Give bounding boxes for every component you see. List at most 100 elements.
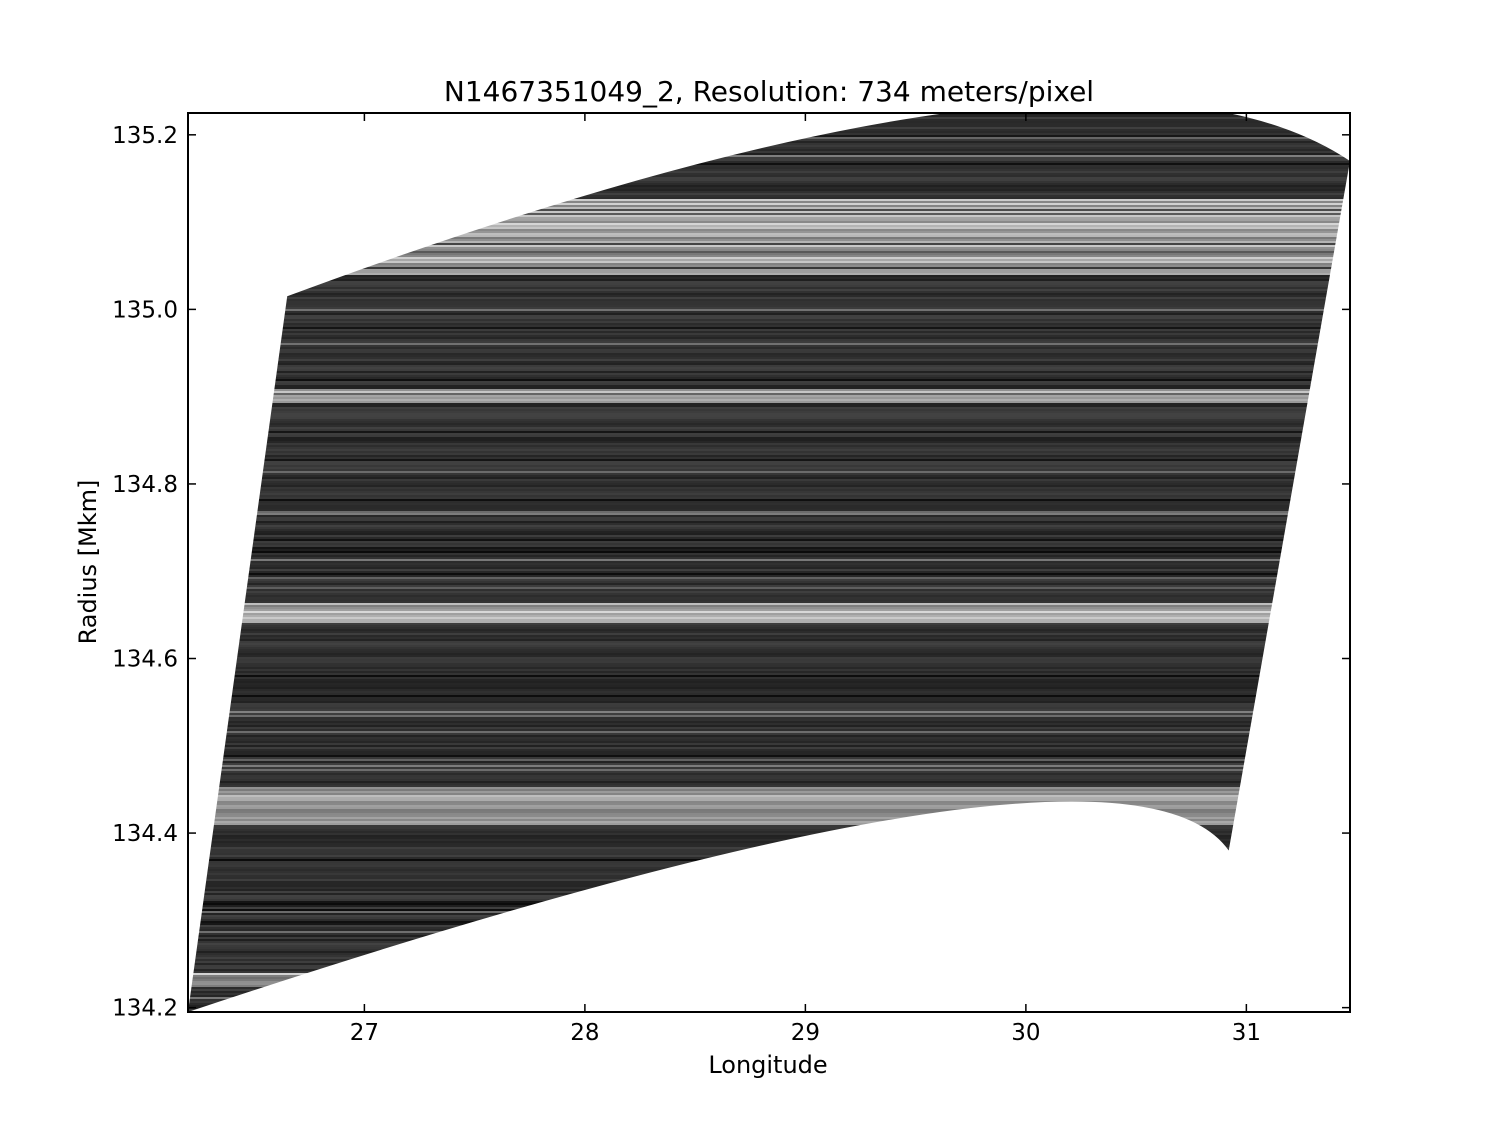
image-row (188, 425, 1350, 427)
image-row (188, 783, 1350, 785)
image-row (188, 369, 1350, 371)
image-row (188, 435, 1350, 437)
image-row (188, 305, 1350, 307)
image-row (188, 741, 1350, 743)
image-row (188, 703, 1350, 705)
image-row (188, 417, 1350, 419)
image-row (188, 695, 1350, 697)
image-row (188, 433, 1350, 435)
image-row (188, 289, 1350, 291)
image-row (188, 699, 1350, 701)
y-tick-label: 135.2 (112, 123, 178, 149)
image-row (188, 299, 1350, 301)
image-row (188, 757, 1350, 759)
image-row (188, 445, 1350, 447)
image-row (188, 405, 1350, 407)
image-row (188, 739, 1350, 741)
image-row (188, 613, 1350, 615)
image-row (188, 291, 1350, 293)
image-row (188, 401, 1350, 403)
image-row (188, 727, 1350, 729)
image-row (188, 473, 1350, 475)
image-row (188, 591, 1350, 593)
image-row (188, 547, 1350, 549)
image-row (188, 389, 1350, 391)
image-row (188, 479, 1350, 481)
image-row (188, 713, 1350, 715)
image-row (188, 481, 1350, 483)
image-row (188, 723, 1350, 725)
image-row (188, 593, 1350, 595)
image-row (188, 485, 1350, 487)
image-row (188, 579, 1350, 581)
image-row (188, 633, 1350, 635)
image-row (188, 705, 1350, 707)
image-row (188, 471, 1350, 473)
image-row (188, 733, 1350, 735)
image-row (188, 659, 1350, 661)
image-row (188, 785, 1350, 787)
image-row (188, 559, 1350, 561)
image-row (188, 715, 1350, 717)
image-row (188, 407, 1350, 409)
image-row (188, 657, 1350, 659)
image-row (188, 719, 1350, 721)
x-tick-label: 30 (1011, 1020, 1040, 1046)
image-row (188, 387, 1350, 389)
image-row (188, 663, 1350, 665)
image-row (188, 773, 1350, 775)
image-row (188, 497, 1350, 499)
image-row (188, 599, 1350, 601)
image-row (188, 665, 1350, 667)
image-row (188, 357, 1350, 359)
image-row (188, 431, 1350, 433)
image-row (188, 409, 1350, 411)
x-tick-label: 28 (570, 1020, 599, 1046)
image-row (188, 345, 1350, 347)
image-row (188, 467, 1350, 469)
image-row (188, 271, 1350, 273)
image-row (188, 729, 1350, 731)
image-row (188, 787, 1350, 789)
image-row (188, 683, 1350, 685)
image-row (188, 721, 1350, 723)
image-row (188, 811, 1350, 813)
image-row (188, 349, 1350, 351)
image-row (188, 493, 1350, 495)
image-row (188, 411, 1350, 413)
image-row (188, 667, 1350, 669)
image-row (188, 567, 1350, 569)
image-row (188, 483, 1350, 485)
y-tick-label: 134.4 (112, 821, 178, 847)
image-row (188, 371, 1350, 373)
image-row (188, 335, 1350, 337)
image-row (188, 489, 1350, 491)
image-row (188, 711, 1350, 713)
image-row (188, 475, 1350, 477)
image-row (188, 671, 1350, 673)
image-row (188, 285, 1350, 287)
image-row (188, 517, 1350, 519)
image-row (188, 311, 1350, 313)
image-row (188, 589, 1350, 591)
image-row (188, 505, 1350, 507)
image-row (188, 353, 1350, 355)
image-row (188, 381, 1350, 383)
image-row (188, 749, 1350, 751)
image-row (188, 795, 1350, 797)
image-row (188, 329, 1350, 331)
image-row (188, 309, 1350, 311)
image-row (188, 799, 1350, 801)
image-row (188, 295, 1350, 297)
image-row (188, 561, 1350, 563)
image-row (188, 391, 1350, 393)
image-row (188, 753, 1350, 755)
image-row (188, 607, 1350, 609)
image-row (188, 697, 1350, 699)
image-row (188, 447, 1350, 449)
image-row (188, 351, 1350, 353)
image-row (188, 413, 1350, 415)
image-row (188, 629, 1350, 631)
image-row (188, 465, 1350, 467)
x-tick-label: 27 (350, 1020, 379, 1046)
